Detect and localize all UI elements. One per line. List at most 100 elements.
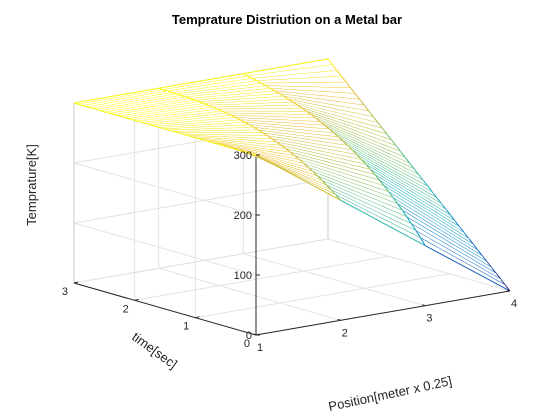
mesh-line (265, 85, 271, 89)
mesh-line (308, 167, 314, 173)
mesh-line (267, 135, 273, 140)
mesh-line (92, 107, 97, 110)
mesh-line (468, 238, 474, 245)
x-tick-label: 2 (342, 327, 348, 339)
mesh-line (158, 73, 244, 89)
mesh-line (473, 244, 479, 251)
surface-face (74, 88, 164, 105)
mesh-line (231, 114, 237, 119)
mesh-line (400, 151, 406, 158)
mesh-line (196, 137, 202, 140)
mesh-line (345, 81, 352, 89)
mesh-line (505, 284, 511, 292)
mesh-line (477, 250, 484, 257)
mesh-line (249, 124, 255, 128)
mesh-line (169, 129, 175, 133)
surface-face (317, 176, 408, 218)
surface-face (245, 122, 335, 134)
mesh-line (299, 159, 305, 165)
surface-face (272, 139, 362, 160)
surface-mesh (73, 58, 511, 292)
mesh-line (368, 110, 374, 118)
mesh-line (173, 131, 179, 134)
mesh-line (425, 245, 511, 292)
mesh-line (208, 104, 214, 108)
surface-face (240, 120, 330, 130)
surface-face (158, 73, 248, 90)
mesh-line (313, 171, 319, 177)
mesh-line (343, 141, 349, 147)
mesh-line (219, 144, 225, 147)
mesh-line (176, 93, 182, 96)
mesh-line (377, 122, 383, 129)
mesh-line (303, 163, 310, 169)
mesh-line (482, 255, 488, 263)
mesh-line (294, 155, 301, 161)
surface-face (208, 102, 298, 108)
mesh-line (233, 148, 238, 151)
mesh-line (243, 58, 329, 75)
mesh-line (386, 134, 393, 141)
mesh-line (133, 119, 138, 122)
surface-face (322, 180, 412, 224)
mesh-line (359, 99, 365, 106)
mesh-line (101, 110, 106, 113)
surface-face (204, 99, 294, 106)
surface-face (375, 175, 465, 233)
mesh-line (199, 101, 205, 105)
mesh-line (317, 176, 323, 182)
mesh-line (110, 112, 116, 116)
grid-line (243, 253, 426, 307)
z-tick-label: 100 (234, 270, 252, 282)
surface-face (266, 85, 356, 94)
y-axis-label: time[sec] (129, 329, 180, 372)
mesh-line (276, 141, 282, 146)
z-tick-label: 0 (246, 330, 252, 342)
mesh-line (82, 105, 88, 108)
mesh-line (235, 117, 241, 121)
surface-face (313, 172, 403, 211)
surface-face (119, 103, 209, 118)
surface-face (257, 76, 347, 84)
mesh-line (252, 78, 258, 82)
surface-face (370, 169, 460, 228)
mesh-line (326, 185, 332, 191)
mesh-line (411, 223, 417, 232)
mesh-line (240, 119, 246, 123)
mesh-line (87, 106, 93, 109)
mesh-line (128, 118, 134, 121)
mesh-line (164, 128, 170, 131)
y-tick-label: 3 (62, 286, 68, 298)
mesh-line (163, 89, 168, 92)
mesh-line (361, 159, 367, 165)
mesh-line (315, 117, 322, 123)
mesh-line (167, 90, 173, 94)
surface-face (277, 142, 367, 165)
mesh-line (354, 93, 361, 100)
surface-face (172, 80, 262, 94)
mesh-line (332, 64, 338, 71)
mesh-line (224, 145, 229, 148)
mesh-line (352, 149, 358, 156)
surface-face (379, 180, 470, 239)
mesh-line (281, 145, 287, 150)
mesh-line (409, 163, 415, 170)
surface-face (384, 186, 474, 245)
z-axis-label: Temprature[K] (24, 144, 39, 226)
mesh-line (192, 136, 197, 139)
mesh-line (406, 216, 413, 225)
mesh-line (274, 90, 280, 95)
mesh-line (350, 87, 356, 95)
surface-face (308, 167, 398, 205)
mesh-line (258, 129, 264, 134)
grid-line (158, 267, 341, 321)
mesh-line (414, 168, 420, 176)
mesh-line (187, 135, 193, 138)
grid-line (73, 222, 257, 276)
mesh-line (160, 127, 166, 130)
surface-face (151, 117, 241, 127)
mesh-line (382, 128, 388, 135)
surface-face (186, 88, 276, 99)
x-axis-label: Position[meter x 0.25] (327, 373, 453, 414)
